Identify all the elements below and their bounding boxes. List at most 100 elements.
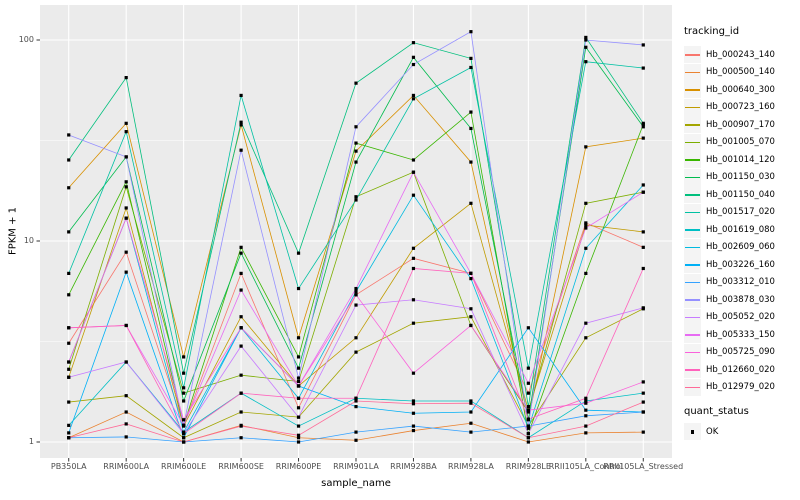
data-point: [124, 206, 128, 210]
data-point: [124, 76, 128, 80]
data-point: [584, 396, 588, 400]
data-point: [584, 35, 588, 40]
data-point: [411, 62, 416, 67]
legend-label: Hb_001014_120: [706, 154, 775, 165]
data-point: [584, 431, 588, 435]
y-axis-title: FPKM + 1: [7, 206, 19, 256]
data-point: [641, 391, 645, 395]
legend-item-Hb_005333_150: Hb_005333_150: [684, 326, 798, 344]
data-point: [354, 430, 358, 434]
legend-label: Hb_000640_300: [706, 84, 775, 95]
data-point: [641, 400, 645, 404]
data-point: [124, 216, 128, 220]
data-point: [584, 38, 588, 42]
data-point: [124, 250, 128, 254]
data-point: [124, 323, 128, 328]
legend-line-key-icon: [684, 221, 701, 239]
legend-item-Hb_005052_020: Hb_005052_020: [684, 308, 798, 327]
data-point: [67, 341, 71, 345]
data-point: [239, 120, 243, 124]
legend-label: Hb_001150_040: [706, 189, 775, 200]
legend-label: Hb_003878_030: [706, 294, 775, 305]
data-point: [641, 230, 645, 234]
data-point: [296, 440, 301, 444]
legend-line-key-icon: [684, 98, 701, 116]
data-point: [296, 406, 301, 410]
data-point: [354, 125, 358, 129]
data-point: [641, 266, 645, 271]
data-point: [67, 367, 71, 371]
legend: tracking_id Hb_000243_140 Hb_000500_140 Hb…: [684, 26, 798, 441]
legend-item-Hb_003312_010: Hb_003312_010: [684, 273, 798, 292]
data-point: [239, 344, 243, 348]
data-point: [584, 45, 588, 49]
legend-item-Hb_003878_030: Hb_003878_030: [684, 291, 798, 309]
data-point: [182, 423, 186, 427]
data-point: [182, 440, 186, 444]
data-point: [526, 408, 530, 412]
legend-item-Hb_001014_120: Hb_001014_120: [684, 151, 798, 169]
data-point: [526, 417, 530, 421]
data-point: [124, 185, 128, 189]
data-point: [182, 371, 186, 375]
data-point: [469, 30, 473, 34]
data-point: [67, 423, 71, 427]
data-point: [239, 123, 243, 127]
legend-line-key-icon: [684, 63, 701, 81]
data-point: [641, 121, 645, 125]
data-point: [641, 410, 645, 414]
legend-item-Hb_012979_020: Hb_012979_020: [684, 378, 798, 397]
data-point: [411, 55, 416, 59]
data-point: [354, 198, 358, 202]
data-point: [469, 160, 473, 164]
data-point: [411, 411, 416, 415]
legend-items-tracking-id: Hb_000243_140 Hb_000500_140 Hb_000640_300 H…: [684, 46, 798, 396]
data-point: [641, 66, 645, 70]
data-point: [411, 246, 416, 250]
data-point: [239, 148, 243, 152]
data-point: [124, 155, 128, 159]
data-point: [526, 391, 530, 395]
data-point: [641, 125, 645, 129]
data-point: [239, 93, 243, 98]
legend-line-key-icon: [684, 151, 701, 169]
data-point: [354, 438, 358, 442]
legend-line-key-icon: [684, 326, 701, 344]
data-point: [411, 402, 416, 406]
data-point: [469, 126, 473, 131]
legend-label: Hb_000500_140: [706, 67, 775, 78]
legend-label: Hb_001150_030: [706, 172, 775, 183]
data-point: [239, 410, 243, 414]
data-point: [641, 190, 645, 194]
data-point: [354, 399, 358, 403]
data-point: [411, 399, 416, 403]
data-point: [584, 221, 588, 225]
legend-line-key-icon: [684, 361, 701, 379]
data-point: [354, 405, 358, 409]
data-point: [67, 230, 71, 234]
data-point: [584, 226, 588, 230]
legend-label: Hb_000243_140: [706, 49, 775, 60]
legend-line-key-icon: [684, 46, 701, 64]
data-point: [67, 375, 71, 379]
data-point: [296, 251, 301, 255]
data-point: [239, 436, 243, 440]
data-point: [296, 436, 301, 440]
data-point: [182, 391, 186, 395]
data-point: [411, 321, 416, 325]
legend-line-key-icon: [684, 308, 701, 326]
data-point: [354, 195, 358, 199]
data-point: [354, 396, 358, 400]
data-point: [526, 424, 530, 428]
data-point: [239, 251, 243, 255]
data-point: [411, 41, 416, 45]
data-point: [584, 424, 588, 428]
data-point: [67, 293, 71, 297]
data-point: [584, 408, 588, 412]
legend-item-Hb_000723_160: Hb_000723_160: [684, 98, 798, 117]
data-point: [67, 400, 71, 404]
data-point: [239, 315, 243, 319]
legend-item-Hb_001005_070: Hb_001005_070: [684, 133, 798, 152]
data-point: [411, 93, 416, 98]
data-point: [124, 360, 128, 364]
